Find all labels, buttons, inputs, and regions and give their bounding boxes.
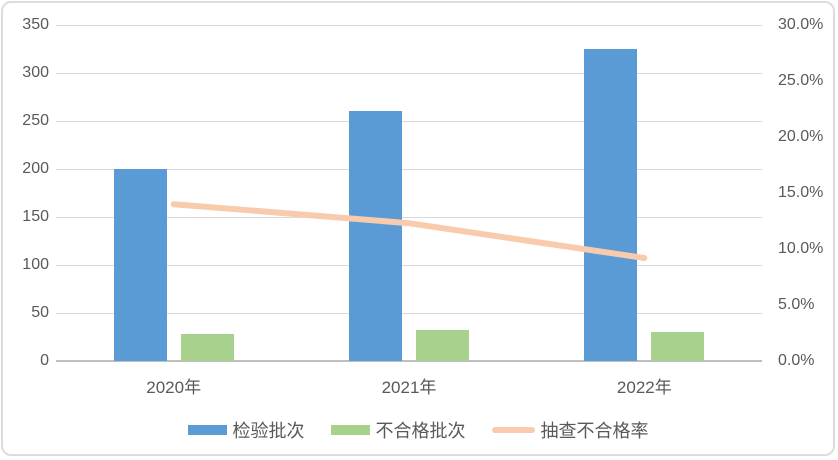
right-axis-tick-label: 30.0% (778, 16, 824, 33)
gridline (56, 24, 762, 26)
legend-label: 检验批次 (232, 421, 305, 441)
x-axis-category-label: 2020年 (146, 378, 202, 397)
legend-label: 抽查不合格率 (540, 421, 649, 441)
legend: 检验批次 不合格批次 抽查不合格率 (3, 415, 833, 445)
left-axis-tick-label: 0 (40, 352, 49, 369)
gridline (56, 72, 762, 74)
left-axis-tick-label: 300 (22, 64, 49, 81)
x-axis-line (56, 360, 762, 362)
left-axis-tick-label: 250 (22, 112, 49, 129)
bar-不合格批次-2020年 (180, 334, 234, 361)
gridline (56, 264, 762, 266)
right-axis-tick-label: 0.0% (778, 352, 815, 369)
legend-item-检验批次: 检验批次 (187, 417, 305, 443)
right-axis-tick-label: 10.0% (778, 240, 824, 257)
legend-bar-swatch-icon (187, 425, 227, 435)
legend-bar-swatch-icon (330, 425, 370, 435)
plot-area (56, 24, 762, 362)
legend-item-抽查不合格率: 抽查不合格率 (491, 417, 649, 443)
left-axis-tick-label: 350 (22, 16, 49, 33)
left-axis-tick-label: 50 (31, 304, 49, 321)
left-axis-tick-label: 200 (22, 160, 49, 177)
gridline (56, 168, 762, 170)
right-axis-tick-label: 15.0% (778, 184, 824, 201)
bar-不合格批次-2022年 (651, 332, 705, 361)
right-axis-tick-label: 20.0% (778, 128, 824, 145)
x-axis-category-label: 2021年 (381, 378, 437, 397)
x-axis-category-label: 2022年 (616, 378, 672, 397)
left-axis-tick-label: 100 (22, 256, 49, 273)
bar-检验批次-2022年 (584, 49, 638, 361)
right-axis-tick-label: 25.0% (778, 72, 824, 89)
legend-line-swatch-icon (491, 427, 535, 433)
gridline (56, 312, 762, 314)
legend-label: 不合格批次 (375, 421, 466, 441)
line-抽查不合格率 (170, 201, 648, 261)
bar-不合格批次-2021年 (416, 330, 469, 361)
legend-item-不合格批次: 不合格批次 (330, 417, 466, 443)
right-axis-tick-label: 5.0% (778, 296, 815, 313)
bar-检验批次-2020年 (113, 169, 167, 361)
left-axis-tick-label: 150 (22, 208, 49, 225)
gridline (56, 120, 762, 122)
bar-检验批次-2021年 (349, 111, 402, 361)
